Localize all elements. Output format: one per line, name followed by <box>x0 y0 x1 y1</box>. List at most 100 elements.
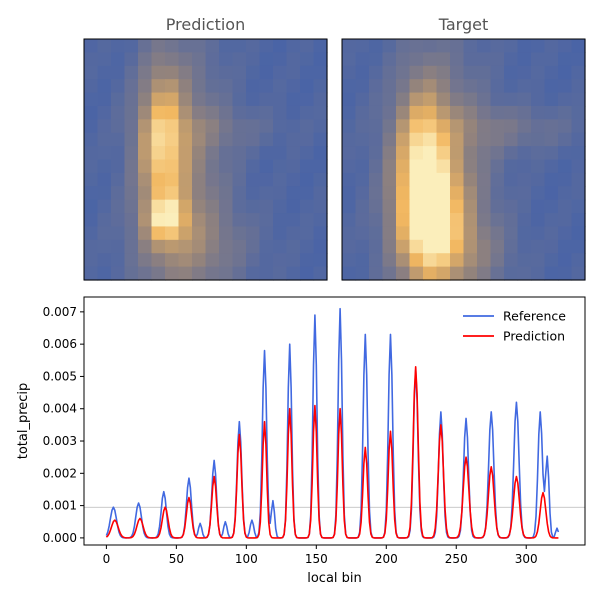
heatmap-cell <box>205 266 220 281</box>
heatmap-cell <box>355 119 370 134</box>
heatmap-cell <box>219 172 234 187</box>
heatmap-cell <box>84 65 99 80</box>
heatmap-cell <box>504 172 519 187</box>
heatmap-cell <box>286 172 301 187</box>
heatmap-cell <box>151 199 166 214</box>
heatmap-cell <box>97 79 112 94</box>
heatmap-cell <box>409 105 424 120</box>
heatmap-cell <box>396 65 411 80</box>
legend-label: Prediction <box>503 329 565 344</box>
heatmap-cell <box>84 79 99 94</box>
x-tick-label: 300 <box>515 552 538 566</box>
heatmap-cell <box>571 159 586 174</box>
heatmap-cell <box>517 39 532 53</box>
heatmap-cell <box>300 199 315 214</box>
heatmap-cell <box>124 119 139 134</box>
heatmap-cell <box>477 266 492 281</box>
heatmap-cell <box>97 105 112 120</box>
heatmap-cell <box>124 105 139 120</box>
heatmap-cell <box>232 52 247 67</box>
heatmap-cell <box>571 199 586 214</box>
heatmap-cell <box>571 105 586 120</box>
heatmap-cell <box>232 65 247 80</box>
heatmap-cell <box>423 105 438 120</box>
heatmap-cell <box>178 213 193 228</box>
heatmap-cell <box>97 132 112 147</box>
heatmap-cell <box>313 253 328 268</box>
heatmap-cell <box>450 146 465 161</box>
heatmap-cell <box>409 146 424 161</box>
heatmap-cell <box>382 65 397 80</box>
heatmap-cell <box>192 266 207 281</box>
heatmap-cell <box>463 105 478 120</box>
heatmap-cell <box>382 79 397 94</box>
heatmap-cell <box>571 39 586 53</box>
heatmap-cell <box>531 266 546 281</box>
heatmap-cell <box>490 213 505 228</box>
heatmap-cell <box>436 253 451 268</box>
heatmap-cell <box>477 52 492 67</box>
heatmap-cell <box>84 253 99 268</box>
heatmap-cell <box>436 213 451 228</box>
heatmap-cell <box>436 132 451 147</box>
heatmap-cell <box>286 92 301 107</box>
heatmap-cell <box>490 119 505 134</box>
heatmap-cell <box>246 199 261 214</box>
heatmap-cell <box>342 105 357 120</box>
heatmap-cell <box>531 146 546 161</box>
heatmap-cell <box>111 105 126 120</box>
heatmap-cell <box>531 186 546 201</box>
prediction-heatmap-title: Prediction <box>166 15 245 34</box>
heatmap-cell <box>165 266 180 281</box>
x-tick-label: 0 <box>103 552 111 566</box>
heatmap-cell <box>151 52 166 67</box>
heatmap-cell <box>409 199 424 214</box>
heatmap-cell <box>490 226 505 241</box>
heatmap-cell <box>219 186 234 201</box>
heatmap-cell <box>423 253 438 268</box>
heatmap-cell <box>178 159 193 174</box>
heatmap-cell <box>178 79 193 94</box>
heatmap-cell <box>558 119 573 134</box>
heatmap-cell <box>558 65 573 80</box>
heatmap-cell <box>273 146 288 161</box>
heatmap-cell <box>84 239 99 254</box>
heatmap-cell <box>463 119 478 134</box>
heatmap-cell <box>558 92 573 107</box>
heatmap-cell <box>463 199 478 214</box>
heatmap-cell <box>124 92 139 107</box>
heatmap-cell <box>450 52 465 67</box>
heatmap-cell <box>450 199 465 214</box>
heatmap-cell <box>490 52 505 67</box>
heatmap-cell <box>544 39 559 53</box>
heatmap-cell <box>124 52 139 67</box>
heatmap-cell <box>111 132 126 147</box>
heatmap-cell <box>517 132 532 147</box>
heatmap-cell <box>219 239 234 254</box>
heatmap-cell <box>396 226 411 241</box>
heatmap-cell <box>246 65 261 80</box>
heatmap-cell <box>396 213 411 228</box>
heatmap-cell <box>382 239 397 254</box>
heatmap-cell <box>369 159 384 174</box>
heatmap-cell <box>205 105 220 120</box>
heatmap-cell <box>517 199 532 214</box>
heatmap-cell <box>544 239 559 254</box>
heatmap-cell <box>205 52 220 67</box>
heatmap-cell <box>192 79 207 94</box>
heatmap-cell <box>544 266 559 281</box>
heatmap-cell <box>273 52 288 67</box>
heatmap-cell <box>165 132 180 147</box>
heatmap-cell <box>463 159 478 174</box>
heatmap-cell <box>531 213 546 228</box>
heatmap-cell <box>490 199 505 214</box>
heatmap-cell <box>531 132 546 147</box>
heatmap-cell <box>558 132 573 147</box>
heatmap-cell <box>151 159 166 174</box>
heatmap-cell <box>219 266 234 281</box>
heatmap-cell <box>192 105 207 120</box>
heatmap-cell <box>436 226 451 241</box>
heatmap-cell <box>355 132 370 147</box>
x-axis-label: local bin <box>307 571 362 586</box>
heatmap-cell <box>571 92 586 107</box>
